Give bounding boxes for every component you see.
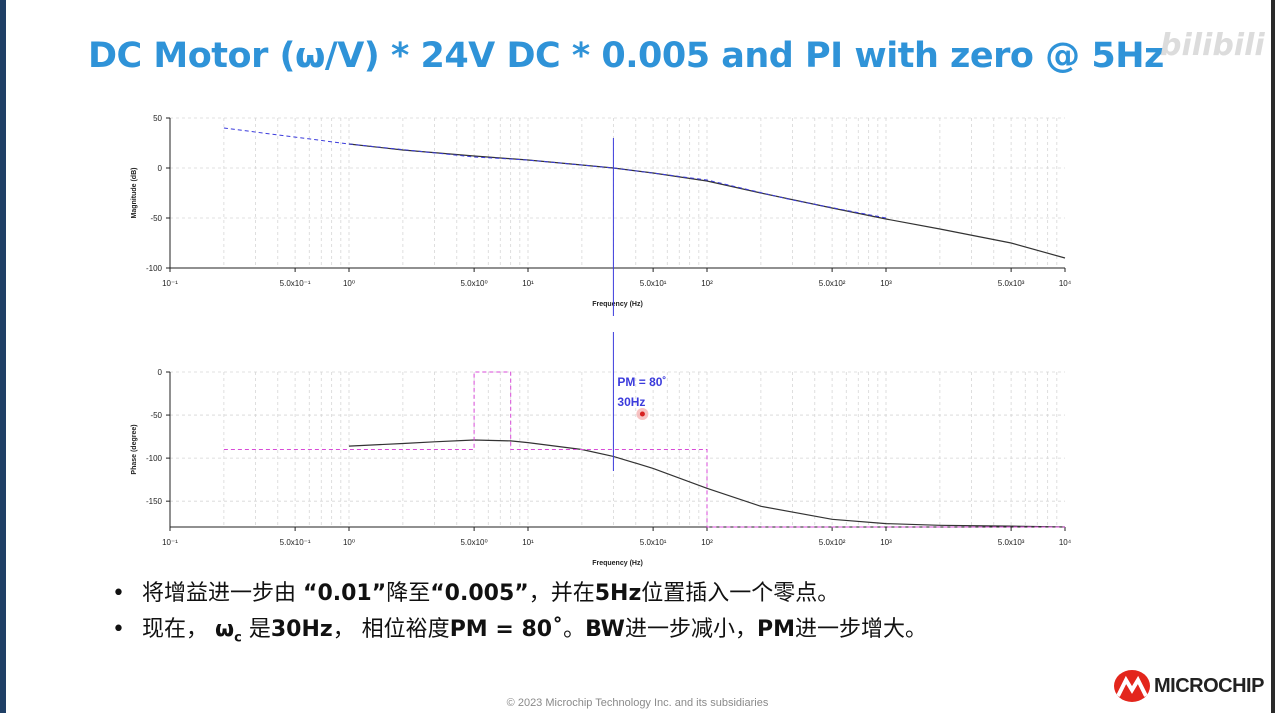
microchip-logo: MICROCHIP (1114, 670, 1264, 702)
slide-left-border (0, 0, 6, 713)
phase-plot: 0 -50 -100 -150 10⁻¹ 5.0x10⁻¹ 10⁰ 5.0x10⁰ 10¹ 5.0… (131, 332, 1072, 567)
x-tick-label: 5.0x10² (819, 538, 846, 547)
microchip-logo-text: MICROCHIP (1154, 674, 1264, 697)
x-tick-label: 10⁻¹ (162, 538, 178, 547)
copyright-footer: © 2023 Microchip Technology Inc. and its… (506, 697, 769, 709)
magnitude-plot: 50 0 -50 -100 10⁻¹ 5.0x10⁻¹ 10⁰ 5.0x10⁰ 10¹ 5.0x1… (131, 114, 1072, 316)
bullet-bold: “0.005” (430, 581, 529, 606)
bullet-bold: PM = 80˚ (449, 617, 564, 642)
x-tick-label: 5.0x10⁻¹ (280, 279, 311, 288)
y-axis-label: Phase (degree) (131, 424, 138, 474)
x-tick-label: 10⁴ (1059, 279, 1072, 288)
bullet-text: 进一步增大。 (794, 617, 927, 642)
x-tick-label: 10¹ (522, 538, 534, 547)
x-tick-label: 10² (701, 279, 713, 288)
asymptote-line (223, 127, 887, 219)
x-tick-label: 10³ (880, 538, 892, 547)
bullet-text: 位置插入一个零点。 (641, 581, 840, 606)
annotation-label: 30Hz (617, 395, 645, 409)
x-tick-label: 5.0x10⁰ (460, 279, 487, 288)
x-tick-label: 10¹ (522, 279, 534, 288)
x-tick-label: 5.0x10⁻¹ (280, 538, 311, 547)
x-tick-label: 5.0x10¹ (640, 538, 667, 547)
y-tick-label: 0 (158, 164, 163, 173)
x-tick-label: 5.0x10³ (998, 538, 1025, 547)
y-tick-label: -100 (146, 454, 163, 463)
bullet-text: 现在， (142, 617, 215, 642)
x-tick-label: 5.0x10² (819, 279, 846, 288)
omega-subscript: c (234, 630, 242, 646)
asymptote-line (223, 371, 1065, 528)
bilibili-watermark: bilibili (1160, 28, 1265, 63)
bullet-list: • 将增益进一步由 “0.01”降至“0.005”，并在5Hz位置插入一个零点。 … (112, 576, 927, 648)
bullet-text: 。 (563, 617, 586, 642)
y-axis-label: Magnitude (dB) (131, 168, 138, 219)
x-tick-label: 10³ (880, 279, 892, 288)
x-tick-label: 5.0x10¹ (640, 279, 667, 288)
cursor-dot (639, 411, 645, 417)
bullet-text: ，并在 (528, 581, 595, 606)
bullet-bold: “0.01” (303, 581, 387, 606)
x-tick-label: 10⁴ (1059, 538, 1072, 547)
x-axis-label: Frequency (Hz) (592, 560, 643, 567)
y-tick-label: -50 (150, 411, 162, 420)
x-axis-label: Frequency (Hz) (592, 301, 643, 308)
bullet-bold: BW (585, 617, 625, 642)
bullet-bold: 30Hz (270, 617, 333, 642)
bullet-bold: 5Hz (594, 581, 642, 606)
y-tick-label: 0 (158, 368, 163, 377)
x-tick-label: 5.0x10³ (998, 279, 1025, 288)
bullet-item-2: • 现在， ωc 是30Hz， 相位裕度PM = 80˚。BW进一步减小，PM进一… (112, 612, 927, 648)
bullet-text: 进一步减小， (624, 617, 757, 642)
omega-symbol: ω (215, 617, 235, 642)
bullet-item-1: • 将增益进一步由 “0.01”降至“0.005”，并在5Hz位置插入一个零点。 (112, 576, 927, 612)
y-tick-label: 50 (153, 114, 162, 123)
bullet-text: ， 相位裕度 (332, 617, 450, 642)
bullet-text: 是 (241, 617, 271, 642)
bullet-dot: • (112, 617, 125, 642)
microchip-logo-icon (1114, 670, 1150, 702)
bullet-text: 将增益进一步由 (142, 581, 303, 606)
annotation-label: PM = 80˚ (617, 375, 666, 389)
x-tick-label: 10⁰ (343, 538, 355, 547)
bode-plots: 50 0 -50 -100 10⁻¹ 5.0x10⁻¹ 10⁰ 5.0x10⁰ 10¹ 5.0x1… (131, 114, 1072, 567)
x-tick-label: 10⁰ (343, 279, 355, 288)
x-tick-label: 5.0x10⁰ (460, 538, 487, 547)
slide-title: DC Motor (ω/V) * 24V DC * 0.005 and PI w… (88, 36, 1164, 76)
bullet-bold: PM (756, 617, 795, 642)
y-tick-label: -50 (150, 214, 162, 223)
bullet-text: 降至 (386, 581, 431, 606)
bullet-dot: • (112, 581, 125, 606)
x-tick-label: 10⁻¹ (162, 279, 178, 288)
y-tick-label: -100 (146, 264, 163, 273)
y-tick-label: -150 (146, 497, 163, 506)
x-tick-label: 10² (701, 538, 713, 547)
response-curve (348, 439, 1066, 528)
window-right-edge (1271, 0, 1275, 713)
